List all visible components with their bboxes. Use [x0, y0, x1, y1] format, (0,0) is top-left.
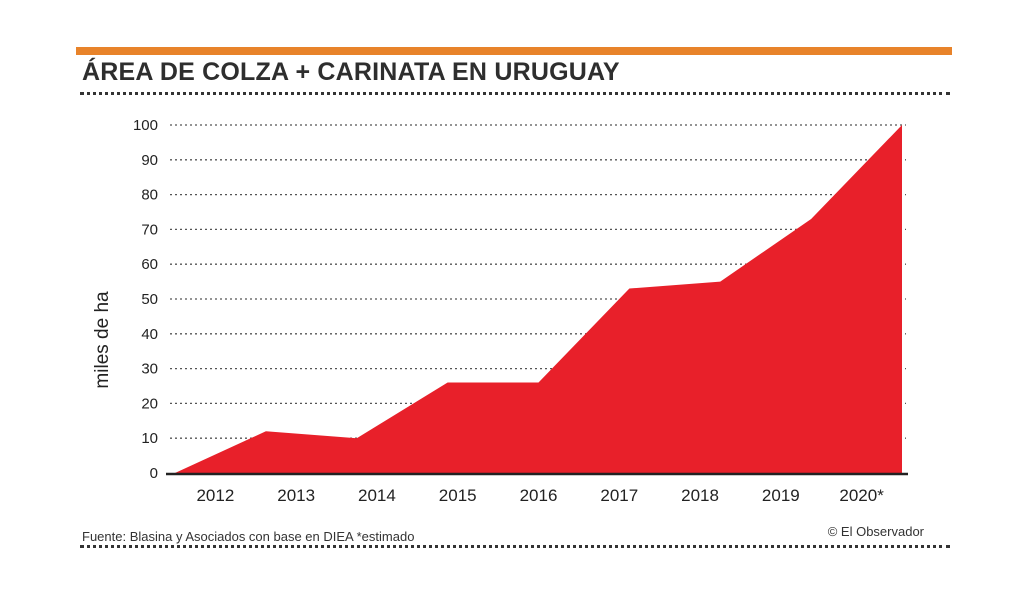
- y-tick-label: 40: [141, 326, 158, 343]
- x-tick-label: 2019: [762, 486, 800, 505]
- y-tick-labels: 0 10 20 30 40 50 60 70 80 90 100: [133, 117, 158, 482]
- x-tick-label: 2018: [681, 486, 719, 505]
- x-tick-label: 2012: [196, 486, 234, 505]
- credit-note: © El Observador: [827, 524, 924, 539]
- x-tick-label: 2016: [520, 486, 558, 505]
- y-tick-label: 50: [141, 291, 158, 308]
- accent-bar: [76, 47, 952, 55]
- y-tick-label: 60: [141, 256, 158, 273]
- y-tick-label: 80: [141, 187, 158, 204]
- y-tick-label: 90: [141, 152, 158, 169]
- x-tick-label: 2013: [277, 486, 315, 505]
- series-area: [175, 125, 902, 473]
- x-tick-label: 2015: [439, 486, 477, 505]
- source-note: Fuente: Blasina y Asociados con base en …: [82, 529, 415, 544]
- x-tick-labels: 2012 2013 2014 2015 2016 2017 2018 2019 2020*: [196, 486, 884, 505]
- y-tick-label: 10: [141, 430, 158, 447]
- y-axis-label: miles de ha: [92, 291, 113, 389]
- footer-divider: [80, 545, 950, 548]
- y-tick-label: 30: [141, 361, 158, 378]
- y-tick-label: 20: [141, 395, 158, 412]
- chart-title: ÁREA DE COLZA + CARINATA EN URUGUAY: [82, 58, 620, 86]
- x-tick-label: 2017: [600, 486, 638, 505]
- y-tick-label: 100: [133, 117, 158, 134]
- y-tick-label: 0: [150, 465, 158, 482]
- title-divider: [80, 92, 950, 95]
- x-tick-label: 2020*: [839, 486, 884, 505]
- y-tick-label: 70: [141, 221, 158, 238]
- x-tick-label: 2014: [358, 486, 396, 505]
